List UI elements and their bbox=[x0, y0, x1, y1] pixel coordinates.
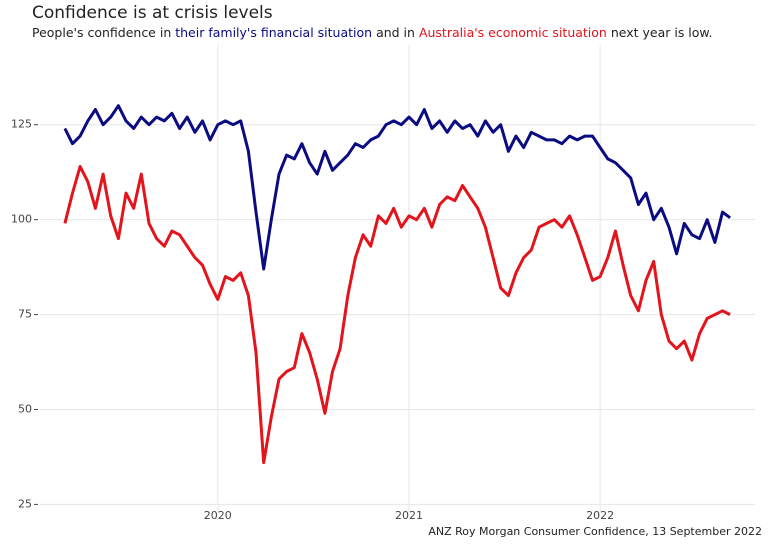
y-tick-label: 100 bbox=[11, 213, 32, 226]
chart-subtitle: People's confidence in their family's fi… bbox=[32, 25, 712, 40]
x-tick-label: 2022 bbox=[586, 509, 614, 522]
x-tick-label: 2020 bbox=[204, 509, 232, 522]
caption: ANZ Roy Morgan Consumer Confidence, 13 S… bbox=[428, 525, 762, 538]
y-tick-label: 25 bbox=[18, 497, 32, 510]
subtitle-part: and in bbox=[372, 25, 419, 40]
series-line bbox=[63, 165, 731, 465]
y-tick-label: 125 bbox=[11, 118, 32, 131]
subtitle-part: next year is low. bbox=[607, 25, 713, 40]
subtitle-part: People's confidence in bbox=[32, 25, 175, 40]
subtitle-part: their family's financial situation bbox=[175, 25, 372, 40]
series-line bbox=[63, 104, 731, 271]
y-tick-label: 50 bbox=[18, 402, 32, 415]
chart-title: Confidence is at crisis levels bbox=[32, 3, 273, 23]
y-tick-label: 75 bbox=[18, 308, 32, 321]
subtitle-part: Australia's economic situation bbox=[419, 25, 607, 40]
x-tick-label: 2021 bbox=[395, 509, 423, 522]
